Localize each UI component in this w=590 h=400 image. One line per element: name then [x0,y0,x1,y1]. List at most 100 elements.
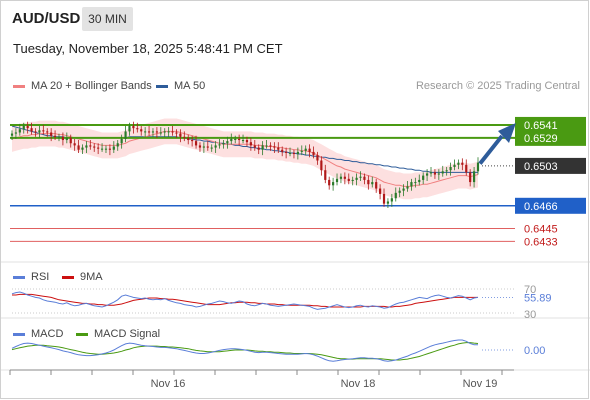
candle-body [335,178,339,183]
candle-body [89,145,92,147]
candle-body [281,149,284,152]
ma50-swatch [156,84,168,88]
candle-body [26,126,29,129]
candle-body [183,136,186,138]
interval-badge[interactable]: 30 MIN [82,7,133,31]
legend-rsi: RSI [13,271,49,283]
candle-body [226,141,229,144]
candle-body [410,182,413,187]
rsi-swatch [13,275,25,279]
candle-body [355,177,358,180]
macd-signal-swatch [76,332,88,336]
candle-body [351,179,354,181]
candle-body [433,172,437,175]
candle-body [132,126,135,129]
candle-body [422,175,425,180]
candle-body [265,145,268,147]
target-label: 0.6445 [524,223,558,235]
candle-body [312,151,315,156]
rsi-current-label: 55.89 [524,292,552,304]
candle-body [441,171,444,174]
candle-body [453,164,456,167]
x-axis: Nov 16 Nov 18 Nov 19 [9,369,514,390]
candle-body [14,132,18,134]
x-tick-label: Nov 16 [151,378,186,390]
candle-body [379,188,382,194]
rsi-level-label: 30 [524,309,536,321]
candle-body [46,131,49,133]
candle-body [85,145,88,148]
resistance-label: 0.6529 [524,133,558,145]
candle-body [394,192,397,199]
candle-body [339,176,343,179]
ma20-line [11,130,479,187]
support-tag [515,197,586,214]
candle-body [371,182,374,185]
candle-body [429,172,433,174]
candle-body [194,141,198,146]
candle-body [414,182,417,184]
candle-body [425,173,429,176]
candle-body [437,173,440,175]
candle-body [328,179,331,186]
candle-body [73,143,76,146]
candle-body [202,146,205,148]
candle-body [469,172,472,183]
resistance-label: 0.6541 [524,120,558,132]
candle-body [191,140,194,142]
arrow-head [498,122,516,143]
candle-body [147,131,151,133]
candle-body [285,151,288,153]
candle-body [93,146,96,148]
candlesticks [10,121,480,208]
candle-body [386,201,390,204]
candle-body [296,151,299,155]
support-label: 0.6466 [524,201,558,213]
candle-body [171,131,174,133]
candle-body [390,198,393,202]
legend-ma50: MA 50 [156,80,205,92]
legend-rsi-ma: 9MA [62,271,103,283]
candle-body [249,142,252,146]
candle-body [61,136,65,141]
candle-body [163,131,166,133]
candle-body [218,144,221,146]
candle-body [359,176,362,178]
candle-body [347,178,350,181]
candle-body [418,179,421,183]
candle-body [308,148,311,152]
candle-body [57,136,61,138]
candle-body [257,147,260,150]
target-label: 0.6433 [524,236,558,248]
candle-body [476,162,480,172]
candle-body [50,132,53,136]
candle-body [210,147,213,149]
candle-body [112,146,115,150]
ma20-label: MA 20 + Bollinger Bands [31,80,152,92]
candle-body [53,135,57,137]
rsi-ma-swatch [62,275,74,279]
rsi-line [11,291,479,310]
candle-body [316,155,319,161]
candle-body [120,138,123,144]
macd-signal-label: MACD Signal [94,328,161,340]
candle-body [81,147,84,150]
current-price-label: 0.6503 [524,161,558,173]
candle-body [179,133,182,137]
arrow-shaft [478,134,504,165]
candle-body [402,188,405,191]
x-tick-label: Nov 19 [463,378,498,390]
rsi-label: RSI [31,271,50,283]
forecast-arrow [478,122,516,165]
candle-body [472,171,476,183]
candle-body [206,146,209,148]
research-credit: Research © 2025 Trading Central [415,80,580,92]
candle-body [116,143,119,147]
candle-body [234,138,237,140]
legend-macd-signal: MACD Signal [76,328,160,340]
macd-signal-line [11,342,479,361]
candle-body [18,129,21,133]
timestamp: Tuesday, November 18, 2025 5:48:41 PM CE… [13,41,283,56]
